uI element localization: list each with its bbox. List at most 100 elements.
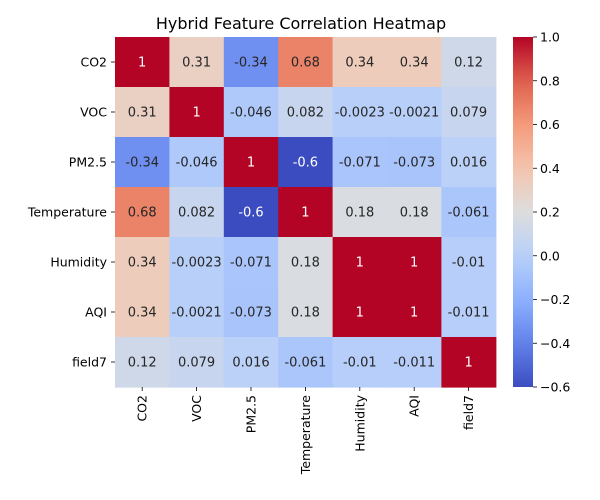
column-tick-label-1: VOC bbox=[189, 395, 204, 422]
cell-annotation-3-5: 0.18 bbox=[400, 206, 429, 221]
cell-annotation-4-3: 0.18 bbox=[291, 256, 320, 271]
heatmap-cell-6-4 bbox=[332, 337, 388, 388]
heatmap-cell-5-4 bbox=[332, 287, 388, 338]
cell-annotation-3-6: -0.061 bbox=[448, 206, 490, 221]
column-tick-label-3: Temperature bbox=[298, 395, 313, 475]
heatmap-cell-2-2 bbox=[223, 137, 279, 188]
column-tick-labels: CO2 VOC PM2.5 Temperature Humidity AQI field7 bbox=[135, 387, 476, 475]
heatmap-cell-5-5 bbox=[387, 287, 442, 338]
cell-annotation-5-4: 1 bbox=[356, 306, 364, 321]
row-tick-label-1: VOC bbox=[80, 105, 107, 120]
cell-annotation-2-4: -0.071 bbox=[339, 156, 381, 171]
heatmap-cell-6-5 bbox=[387, 337, 442, 388]
cell-annotation-3-1: 0.082 bbox=[178, 206, 215, 221]
cell-annotation-0-4: 0.34 bbox=[345, 56, 374, 71]
heatmap-cell-2-0 bbox=[115, 137, 170, 188]
colorbar-tick-label-7: −0.4 bbox=[540, 336, 570, 351]
row-tick-labels: CO2 VOC PM2.5 Temperature Humidity AQI field7 bbox=[27, 55, 115, 370]
cell-annotation-5-3: 0.18 bbox=[291, 306, 320, 321]
colorbar-tick-label-1: 0.8 bbox=[540, 73, 560, 88]
colorbar-tick-label-6: −0.2 bbox=[540, 292, 570, 307]
cell-annotation-4-2: -0.071 bbox=[230, 256, 272, 271]
colorbar-tick-label-3: 0.4 bbox=[540, 161, 560, 176]
heatmap-cell-5-6 bbox=[441, 287, 497, 338]
colorbar-tick-label-2: 0.6 bbox=[540, 117, 560, 132]
heatmap-cell-2-4 bbox=[332, 137, 388, 188]
cell-annotation-6-4: -0.01 bbox=[343, 356, 377, 371]
chart-title: Hybrid Feature Correlation Heatmap bbox=[156, 14, 446, 33]
column-tick-label-6: field7 bbox=[461, 395, 476, 430]
colorbar: 1.0 0.8 0.6 0.4 0.2 0.0 −0.2 −0.4 −0.6 bbox=[513, 30, 570, 395]
cell-annotation-2-2: 1 bbox=[247, 156, 255, 171]
heatmap-cell-1-3 bbox=[278, 87, 334, 138]
column-tick-label-4: Humidity bbox=[352, 394, 367, 451]
cell-annotation-3-2: -0.6 bbox=[238, 206, 263, 221]
heatmap-cell-3-3 bbox=[278, 187, 334, 238]
row-tick-label-5: AQI bbox=[85, 305, 107, 320]
heatmap-cell-0-1 bbox=[169, 37, 225, 88]
heatmap-cell-1-0 bbox=[115, 87, 170, 138]
colorbar-gradient bbox=[513, 37, 533, 387]
heatmap-cell-5-2 bbox=[223, 287, 279, 338]
cell-annotation-2-0: -0.34 bbox=[125, 156, 159, 171]
heatmap-cell-3-6 bbox=[441, 187, 497, 238]
cell-annotation-1-4: -0.0023 bbox=[335, 106, 385, 121]
heatmap-cell-3-5 bbox=[387, 187, 442, 238]
cell-annotation-1-3: 0.082 bbox=[287, 106, 324, 121]
cell-annotation-3-4: 0.18 bbox=[345, 206, 374, 221]
cell-annotation-1-0: 0.31 bbox=[128, 106, 157, 121]
cell-annotation-1-5: -0.0021 bbox=[389, 106, 439, 121]
cell-annotation-5-0: 0.34 bbox=[128, 306, 157, 321]
heatmap-cell-4-6 bbox=[441, 237, 497, 288]
cell-annotation-4-5: 1 bbox=[410, 256, 418, 271]
heatmap-cell-4-3 bbox=[278, 237, 334, 288]
cell-annotation-4-0: 0.34 bbox=[128, 256, 157, 271]
heatmap-cells: 1 0.31 -0.34 0.68 0.34 0.34 0.12 0.31 1 -0.046 0.0… bbox=[115, 37, 497, 388]
heatmap-cell-3-1 bbox=[169, 187, 225, 238]
cell-annotation-0-5: 0.34 bbox=[400, 56, 429, 71]
cell-annotation-2-1: -0.046 bbox=[176, 156, 218, 171]
heatmap-cell-0-4 bbox=[332, 37, 388, 88]
heatmap-cell-6-1 bbox=[169, 337, 225, 388]
heatmap-cell-6-3 bbox=[278, 337, 334, 388]
heatmap-cell-0-2 bbox=[223, 37, 279, 88]
heatmap-cell-4-4 bbox=[332, 237, 388, 288]
heatmap-cell-3-2 bbox=[223, 187, 279, 238]
heatmap-cell-0-3 bbox=[278, 37, 334, 88]
cell-annotation-1-6: 0.079 bbox=[450, 106, 487, 121]
column-tick-label-0: CO2 bbox=[135, 395, 150, 422]
heatmap-cell-1-1 bbox=[169, 87, 225, 138]
column-tick-label-2: PM2.5 bbox=[244, 395, 259, 433]
heatmap-cell-0-0 bbox=[115, 37, 170, 88]
heatmap-cell-4-0 bbox=[115, 237, 170, 288]
heatmap-cell-2-3 bbox=[278, 137, 334, 188]
heatmap-cell-4-2 bbox=[223, 237, 279, 288]
heatmap-cell-2-1 bbox=[169, 137, 225, 188]
cell-annotation-2-5: -0.073 bbox=[393, 156, 435, 171]
colorbar-tick-label-0: 1.0 bbox=[540, 30, 560, 45]
cell-annotation-6-0: 0.12 bbox=[128, 356, 157, 371]
cell-annotation-1-2: -0.046 bbox=[230, 106, 272, 121]
cell-annotation-6-5: -0.011 bbox=[393, 356, 435, 371]
heatmap-cell-2-6 bbox=[441, 137, 497, 188]
cell-annotation-0-2: -0.34 bbox=[234, 56, 268, 71]
heatmap-cell-1-2 bbox=[223, 87, 279, 138]
heatmap-cell-0-6 bbox=[441, 37, 497, 88]
cell-annotation-0-0: 1 bbox=[138, 56, 146, 71]
cell-annotation-5-2: -0.073 bbox=[230, 306, 272, 321]
colorbar-tick-label-5: 0.0 bbox=[540, 248, 560, 263]
heatmap-cell-2-5 bbox=[387, 137, 442, 188]
column-tick-label-5: AQI bbox=[407, 395, 422, 417]
cell-annotation-4-6: -0.01 bbox=[452, 256, 486, 271]
cell-annotation-0-6: 0.12 bbox=[454, 56, 483, 71]
cell-annotation-2-3: -0.6 bbox=[293, 156, 318, 171]
row-tick-label-4: Humidity bbox=[50, 255, 107, 270]
cell-annotation-1-1: 1 bbox=[192, 106, 200, 121]
heatmap-cell-4-1 bbox=[169, 237, 225, 288]
cell-annotation-6-1: 0.079 bbox=[178, 356, 215, 371]
cell-annotation-4-4: 1 bbox=[356, 256, 364, 271]
row-tick-label-2: PM2.5 bbox=[69, 155, 107, 170]
row-tick-label-6: field7 bbox=[72, 355, 107, 370]
heatmap-cell-1-4 bbox=[332, 87, 388, 138]
